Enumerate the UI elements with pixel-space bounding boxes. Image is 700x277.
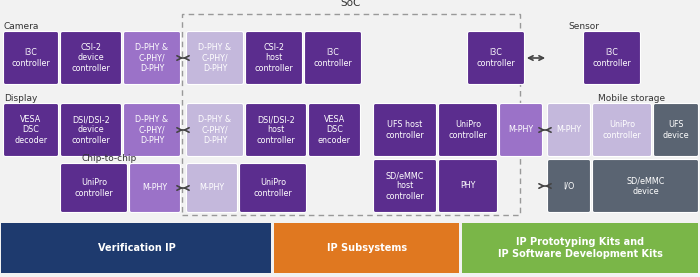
Text: DSI/DSI-2
device
controller: DSI/DSI-2 device controller <box>71 116 111 145</box>
FancyBboxPatch shape <box>438 160 498 212</box>
FancyBboxPatch shape <box>654 104 699 157</box>
Text: Display: Display <box>4 94 37 103</box>
FancyBboxPatch shape <box>60 104 122 157</box>
Text: DSI/DSI-2
host
controller: DSI/DSI-2 host controller <box>257 116 295 145</box>
FancyBboxPatch shape <box>239 163 307 212</box>
Text: D-PHY &
C-PHY/
D-PHY: D-PHY & C-PHY/ D-PHY <box>198 116 232 145</box>
FancyBboxPatch shape <box>186 163 237 212</box>
FancyBboxPatch shape <box>592 104 652 157</box>
FancyBboxPatch shape <box>547 160 591 212</box>
Text: UniPro
controller: UniPro controller <box>449 120 487 140</box>
Text: M-PHY: M-PHY <box>556 125 582 135</box>
Text: M-PHY: M-PHY <box>142 183 167 193</box>
Text: UFS
device: UFS device <box>663 120 690 140</box>
Text: SD/eMMC
device: SD/eMMC device <box>626 176 665 196</box>
Text: D-PHY &
C-PHY/
D-PHY: D-PHY & C-PHY/ D-PHY <box>135 116 169 145</box>
Text: I3C
controller: I3C controller <box>314 48 352 68</box>
Text: IP Prototyping Kits and
IP Software Development Kits: IP Prototyping Kits and IP Software Deve… <box>498 237 663 259</box>
FancyBboxPatch shape <box>592 160 699 212</box>
FancyBboxPatch shape <box>4 104 59 157</box>
FancyBboxPatch shape <box>246 32 302 84</box>
Text: VESA
DSC
decoder: VESA DSC decoder <box>15 116 48 145</box>
Text: UniPro
controller: UniPro controller <box>253 178 293 198</box>
Bar <box>1 223 271 273</box>
FancyBboxPatch shape <box>374 104 437 157</box>
Text: Mobile storage: Mobile storage <box>598 94 665 103</box>
FancyBboxPatch shape <box>468 32 524 84</box>
FancyBboxPatch shape <box>186 32 244 84</box>
Text: VESA
DSC
encoder: VESA DSC encoder <box>318 116 351 145</box>
Text: UniPro
controller: UniPro controller <box>75 178 113 198</box>
Text: SD/eMMC
host
controller: SD/eMMC host controller <box>386 171 424 201</box>
Text: Chip-to-chip: Chip-to-chip <box>82 154 137 163</box>
Text: Sensor: Sensor <box>568 22 599 31</box>
Text: IP Subsystems: IP Subsystems <box>327 243 407 253</box>
Text: D-PHY &
C-PHY/
D-PHY: D-PHY & C-PHY/ D-PHY <box>198 43 232 73</box>
Text: M-PHY: M-PHY <box>508 125 533 135</box>
Text: M-PHY: M-PHY <box>199 183 225 193</box>
Bar <box>182 14 520 215</box>
FancyBboxPatch shape <box>60 32 122 84</box>
FancyBboxPatch shape <box>304 32 361 84</box>
FancyBboxPatch shape <box>60 163 127 212</box>
Text: UniPro
controller: UniPro controller <box>603 120 641 140</box>
Text: I3C
controller: I3C controller <box>477 48 515 68</box>
Bar <box>462 223 698 273</box>
FancyBboxPatch shape <box>374 160 437 212</box>
Text: UFS host
controller: UFS host controller <box>386 120 424 140</box>
Text: Verification IP: Verification IP <box>97 243 176 253</box>
FancyBboxPatch shape <box>130 163 181 212</box>
Text: CSI-2
host
controller: CSI-2 host controller <box>255 43 293 73</box>
FancyBboxPatch shape <box>438 104 498 157</box>
FancyBboxPatch shape <box>123 104 181 157</box>
FancyBboxPatch shape <box>500 104 542 157</box>
Text: Camera: Camera <box>4 22 39 31</box>
Text: I3C
controller: I3C controller <box>593 48 631 68</box>
Text: CSI-2
device
controller: CSI-2 device controller <box>71 43 111 73</box>
Text: I/O: I/O <box>564 181 575 191</box>
FancyBboxPatch shape <box>123 32 181 84</box>
Text: D-PHY &
C-PHY/
D-PHY: D-PHY & C-PHY/ D-PHY <box>135 43 169 73</box>
Text: PHY: PHY <box>461 181 476 191</box>
FancyBboxPatch shape <box>186 104 244 157</box>
FancyBboxPatch shape <box>309 104 360 157</box>
Text: I3C
controller: I3C controller <box>12 48 50 68</box>
FancyBboxPatch shape <box>547 104 591 157</box>
FancyBboxPatch shape <box>4 32 59 84</box>
Bar <box>274 223 459 273</box>
FancyBboxPatch shape <box>584 32 640 84</box>
FancyBboxPatch shape <box>246 104 307 157</box>
Text: SoC: SoC <box>341 0 361 8</box>
